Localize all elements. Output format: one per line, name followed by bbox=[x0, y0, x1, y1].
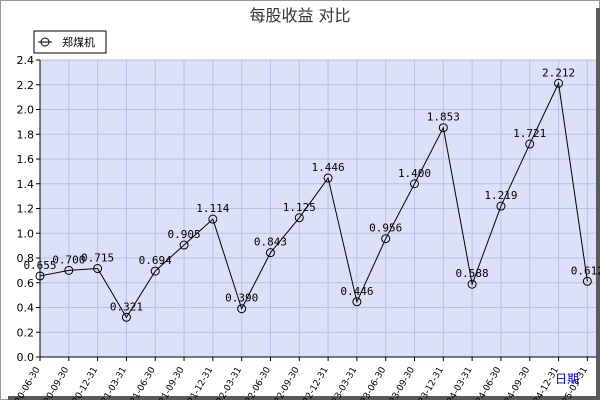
frame-shadow-bottom bbox=[8, 396, 600, 400]
y-tick-label: 1.0 bbox=[17, 227, 35, 240]
data-label: 1.446 bbox=[312, 161, 345, 174]
legend: 郑煤机 bbox=[33, 30, 107, 54]
data-point bbox=[150, 266, 160, 276]
y-tick-label: 1.2 bbox=[17, 203, 35, 216]
series-layer bbox=[35, 78, 592, 322]
data-point bbox=[121, 312, 131, 322]
data-point bbox=[381, 234, 391, 244]
data-point bbox=[294, 213, 304, 223]
chart-title: 每股收益 对比 bbox=[249, 6, 350, 25]
frame-shadow-right bbox=[596, 8, 600, 400]
data-label: 0.843 bbox=[254, 236, 287, 249]
data-point bbox=[265, 248, 275, 258]
data-label: 0.612 bbox=[571, 264, 600, 277]
data-point bbox=[93, 264, 103, 274]
data-label: 0.390 bbox=[225, 292, 258, 305]
x-axis-ticks: 2020-06-302020-09-302020-12-312021-03-31… bbox=[8, 357, 590, 400]
data-point bbox=[496, 201, 506, 211]
y-tick-label: 2.0 bbox=[17, 104, 35, 117]
data-point bbox=[352, 297, 362, 307]
y-tick-label: 2.4 bbox=[17, 54, 35, 67]
y-tick-label: 1.6 bbox=[17, 153, 35, 166]
data-point bbox=[208, 214, 218, 224]
data-point bbox=[582, 276, 592, 286]
legend-box bbox=[33, 30, 107, 54]
data-label: 0.694 bbox=[139, 254, 172, 267]
data-point bbox=[467, 279, 477, 289]
y-tick-label: 0.2 bbox=[17, 326, 35, 339]
data-label: 0.905 bbox=[167, 228, 200, 241]
data-label: 2.212 bbox=[542, 66, 575, 79]
data-label: 0.446 bbox=[340, 285, 373, 298]
data-label: 1.853 bbox=[427, 111, 460, 124]
data-label: 0.655 bbox=[23, 259, 56, 272]
data-label: 1.721 bbox=[513, 127, 546, 140]
series-line bbox=[39, 81, 588, 319]
data-point bbox=[525, 139, 535, 149]
data-label: 1.114 bbox=[196, 202, 229, 215]
data-label: 0.715 bbox=[81, 252, 114, 265]
grid-lines bbox=[39, 59, 596, 358]
data-label: 0.588 bbox=[456, 267, 489, 280]
data-point bbox=[438, 123, 448, 133]
y-tick-label: 1.4 bbox=[17, 178, 35, 191]
data-point bbox=[179, 240, 189, 250]
x-axis-label: 日期 bbox=[555, 372, 579, 386]
data-point bbox=[35, 271, 45, 281]
data-point bbox=[237, 304, 247, 314]
data-point bbox=[323, 173, 333, 183]
data-point bbox=[554, 78, 564, 88]
legend-label: 郑煤机 bbox=[62, 35, 95, 49]
data-point bbox=[64, 265, 74, 275]
y-tick-label: 0.4 bbox=[17, 302, 35, 315]
data-label: 0.321 bbox=[110, 300, 143, 313]
legend-marker bbox=[40, 37, 50, 47]
data-label: 0.956 bbox=[369, 222, 402, 235]
data-label: 1.400 bbox=[398, 167, 431, 180]
y-tick-label: 0.0 bbox=[17, 351, 35, 364]
y-tick-label: 1.8 bbox=[17, 128, 35, 141]
data-label: 1.219 bbox=[484, 189, 517, 202]
data-label: 1.125 bbox=[283, 201, 316, 214]
y-axis-ticks: 0.0 0.2 0.4 0.6 0.8 1.0 1.2 1.4 1.6 1.8 2.0 2.2 2.4 bbox=[17, 54, 40, 364]
data-point bbox=[410, 179, 420, 189]
y-tick-label: 0.8 bbox=[17, 252, 35, 265]
x-tick-label: 2020-06-30 bbox=[8, 365, 43, 400]
y-tick-label: 2.2 bbox=[17, 79, 35, 92]
y-tick-label: 0.6 bbox=[17, 277, 35, 290]
data-label: 0.700 bbox=[52, 253, 85, 266]
